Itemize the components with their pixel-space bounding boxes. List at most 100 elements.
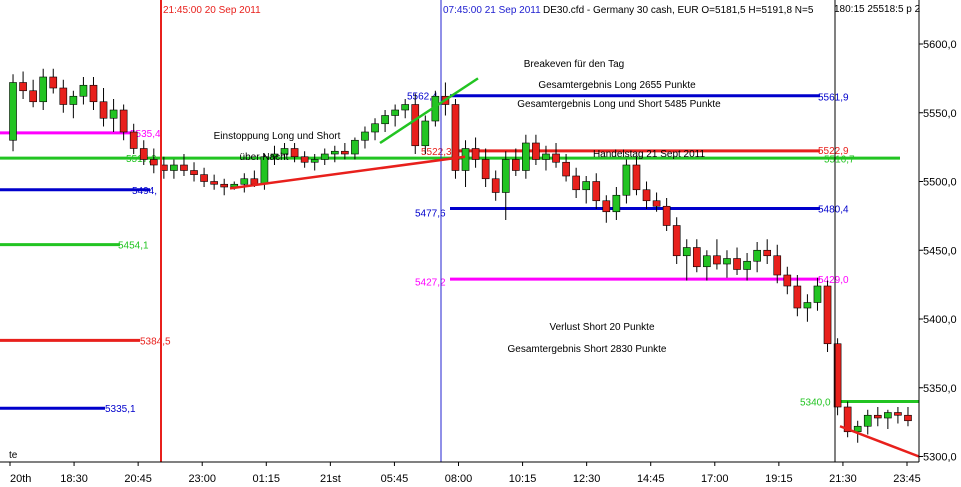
vertical-lines-layer: 21:45:00 20 Sep 2011 07:45:00 21 Sep 2011: [160, 0, 836, 462]
candle-body: [491, 178, 500, 193]
chart-annotation: Gesamtergebnis Short 2830 Punkte: [508, 344, 667, 355]
candle-body: [330, 150, 339, 155]
chart-annotation: Gesamtergebnis Long 2655 Punkte: [538, 80, 696, 91]
vertical-line-label: 21:45:00 20 Sep 2011: [163, 5, 261, 16]
candle-body: [813, 285, 822, 303]
candle-body: [180, 164, 188, 171]
y-tick-label: 5600,0: [923, 39, 957, 51]
level-label: 5477,6: [415, 208, 446, 219]
candle-body: [290, 148, 299, 158]
candle-body: [341, 150, 349, 155]
candle-body: [532, 142, 540, 160]
candle-body: [733, 258, 741, 270]
level-label: 5561,9: [818, 92, 849, 103]
chart-annotation: Breakeven für den Tag: [524, 59, 624, 70]
level-label: 5454,1: [118, 241, 149, 252]
vertical-line-label: 07:45:00 21 Sep 2011: [443, 5, 541, 16]
level-label: 5335,1: [105, 404, 136, 415]
chart-annotation: Verlust Short 20 Punkte: [549, 322, 655, 333]
x-tick-label: 21st: [320, 473, 341, 485]
candle-body: [250, 178, 259, 185]
candle-body: [662, 205, 671, 226]
candle-body: [783, 274, 792, 287]
y-tick-label: 5350,0: [923, 383, 957, 395]
x-tick-label: 19:15: [765, 473, 793, 485]
level-label: 5522,9: [818, 146, 849, 157]
trend-line: [839, 425, 920, 458]
candle-body: [562, 161, 570, 177]
candle-body: [522, 142, 530, 171]
candle-body: [572, 175, 580, 191]
symbol-info-overlap: 180:15 25518:5 p 2: [834, 4, 921, 15]
candle-body: [351, 139, 359, 155]
candle-body: [39, 76, 48, 103]
candle-body: [863, 414, 872, 427]
candle-body: [632, 164, 641, 191]
level-label: 5340,0: [800, 398, 831, 409]
candle-body: [894, 412, 902, 416]
x-tick-label: 23:00: [188, 473, 216, 485]
candle-body: [29, 90, 37, 103]
candle-body: [119, 109, 128, 133]
candle-body: [129, 131, 138, 149]
plot-area: [0, 0, 919, 462]
chart-annotation: Gesamtergebnis Long und Short 5485 Punkt…: [517, 99, 721, 110]
level-label: 5516,7: [824, 155, 855, 166]
candle-body: [371, 123, 379, 133]
candle-body: [471, 148, 480, 160]
x-tick-label: 20th: [10, 473, 31, 485]
candle-body: [723, 258, 731, 265]
candle-body: [220, 183, 229, 188]
candle-body: [411, 104, 420, 147]
trend-line: [379, 77, 479, 145]
y-axis: 5600,0 5550,0 5500,0 5450,0 5400,0 5350,0 5300…: [919, 39, 957, 464]
level-label: 5429,0: [818, 275, 849, 286]
level-label: 5522,3: [421, 147, 452, 158]
x-tick-label: 17:00: [701, 473, 729, 485]
x-tick-label: 18:30: [60, 473, 88, 485]
x-tick-label: 12:30: [573, 473, 601, 485]
candle-body: [391, 109, 399, 116]
candle-body: [713, 255, 721, 265]
candle-body: [79, 84, 88, 97]
candle-body: [320, 153, 329, 160]
candle-body: [190, 170, 198, 175]
annotations-layer: Einstoppung Long und Short über Nacht Brea…: [214, 59, 920, 458]
candle-body: [310, 159, 319, 163]
candle-body: [49, 76, 58, 89]
candle-body: [89, 84, 98, 103]
candle-body: [109, 109, 118, 119]
x-axis-corner-label: te: [9, 450, 18, 461]
candle-body: [582, 181, 591, 191]
candle-body: [904, 414, 912, 422]
candle-body: [210, 181, 218, 185]
candle-body: [421, 120, 430, 147]
candle-body: [69, 95, 78, 105]
x-tick-label: 20:45: [124, 473, 152, 485]
candle-body: [833, 343, 842, 408]
candle-body: [9, 82, 17, 141]
candle-body: [270, 153, 279, 158]
x-tick-label: 21:30: [829, 473, 857, 485]
y-tick-label: 5450,0: [923, 245, 957, 257]
candle-body: [652, 200, 661, 207]
candle-body: [99, 101, 108, 119]
candle-body: [672, 225, 681, 257]
candle-body: [552, 153, 560, 163]
x-axis: 20th 18:30 20:45 23:00 01:15 21st 05:45 08:00 10…: [9, 462, 921, 485]
levels-layer: 5535,45517,05494,5454,15384,55335,15562,…: [0, 92, 919, 415]
x-tick-label: 23:45: [893, 473, 921, 485]
chart-annotation: Einstoppung Long und Short: [214, 131, 341, 142]
candle-body: [793, 285, 802, 309]
y-tick-label: 5500,0: [923, 177, 957, 189]
x-tick-label: 05:45: [381, 473, 409, 485]
candle-body: [803, 302, 812, 309]
candle-body: [692, 247, 701, 268]
candle-body: [843, 406, 852, 433]
symbol-info-header: DE30.cfd - Germany 30 cash, EUR O=5181,5…: [543, 5, 814, 16]
candle-body: [59, 87, 68, 105]
candle-body: [743, 260, 751, 270]
candle-body: [753, 249, 761, 262]
candle-body: [300, 156, 309, 163]
candle-body: [542, 153, 550, 160]
